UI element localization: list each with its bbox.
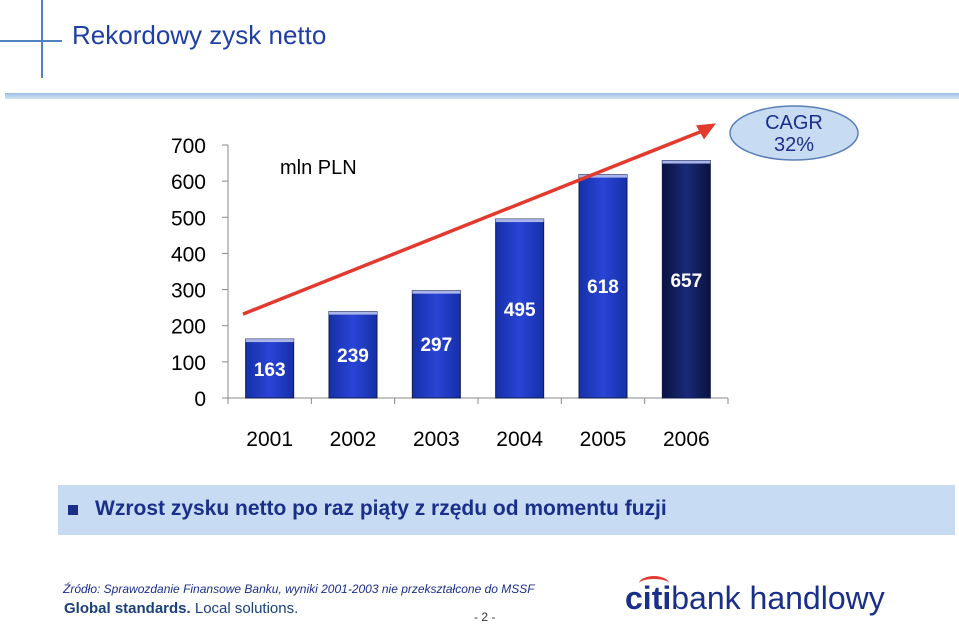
x-tick-label: 2005: [580, 428, 627, 451]
tagline-part2: Local solutions.: [194, 600, 299, 617]
decorative-vertical-line: [41, 0, 43, 78]
cagr-callout: [729, 105, 859, 161]
logo-bank-text: bank handlowy: [671, 580, 885, 616]
cagr-callout-text: CAGR: [765, 112, 823, 134]
x-tick-label: 2003: [413, 428, 460, 451]
data-label: 297: [420, 335, 452, 356]
page-number: - 2 -: [474, 610, 496, 624]
y-tick-label: 700: [171, 135, 206, 158]
bar-top-highlight: [329, 311, 377, 315]
trend-arrowhead-icon: [696, 123, 716, 140]
y-tick-label: 400: [171, 243, 206, 266]
y-tick-label: 0: [194, 388, 206, 411]
logo-arc-icon: [639, 576, 669, 591]
bullet-square-icon: [68, 505, 78, 515]
data-label: 618: [587, 277, 619, 298]
bar-top-highlight: [579, 174, 627, 178]
bar: [245, 338, 295, 399]
bar: [661, 160, 711, 399]
tagline-part1: Global standards.: [64, 600, 191, 617]
bar: [495, 218, 545, 399]
y-tick-label: 500: [171, 207, 206, 230]
decorative-horizontal-line: [0, 40, 62, 42]
bar: [411, 290, 461, 399]
data-label: 239: [337, 346, 369, 367]
key-message-banner: Wzrost zysku netto po raz piąty z rzędu …: [58, 485, 955, 535]
x-tick-label: 2004: [496, 428, 543, 451]
bar: [578, 174, 628, 399]
bar-top-highlight: [495, 219, 544, 223]
bar-top-highlight: [412, 290, 461, 294]
y-tick-label: 600: [171, 171, 206, 194]
net-profit-bar-chart: 0 100 200 300 400 500 600 700 mln PLN 163 2001 239…: [171, 105, 859, 451]
source-note: Źródło: Sprawozdanie Finansowe Banku, wy…: [63, 582, 535, 596]
y-tick-label: 300: [171, 280, 206, 303]
title-divider: [5, 93, 959, 99]
x-tick-label: 2001: [246, 428, 293, 451]
key-message-text: Wzrost zysku netto po raz piąty z rzędu …: [95, 497, 667, 520]
bar-top-highlight: [245, 339, 294, 343]
unit-label: mln PLN: [280, 157, 357, 179]
slide-title: Rekordowy zysk netto: [72, 20, 327, 50]
cagr-callout-text: 32%: [774, 134, 814, 156]
x-tick-label: 2006: [663, 428, 710, 451]
x-tick-label: 2002: [330, 428, 377, 451]
bar: [328, 311, 378, 399]
tagline: Global standards. Local solutions.: [64, 600, 298, 617]
bar-top-highlight: [662, 160, 711, 164]
data-label: 163: [254, 360, 286, 381]
y-tick-label: 100: [171, 352, 206, 375]
citibank-handlowy-logo: citibank handlowy: [625, 576, 885, 617]
y-tick-label: 200: [171, 316, 206, 339]
data-label: 495: [504, 300, 536, 321]
cagr-trend-line: [242, 128, 705, 316]
data-label: 657: [670, 271, 702, 292]
